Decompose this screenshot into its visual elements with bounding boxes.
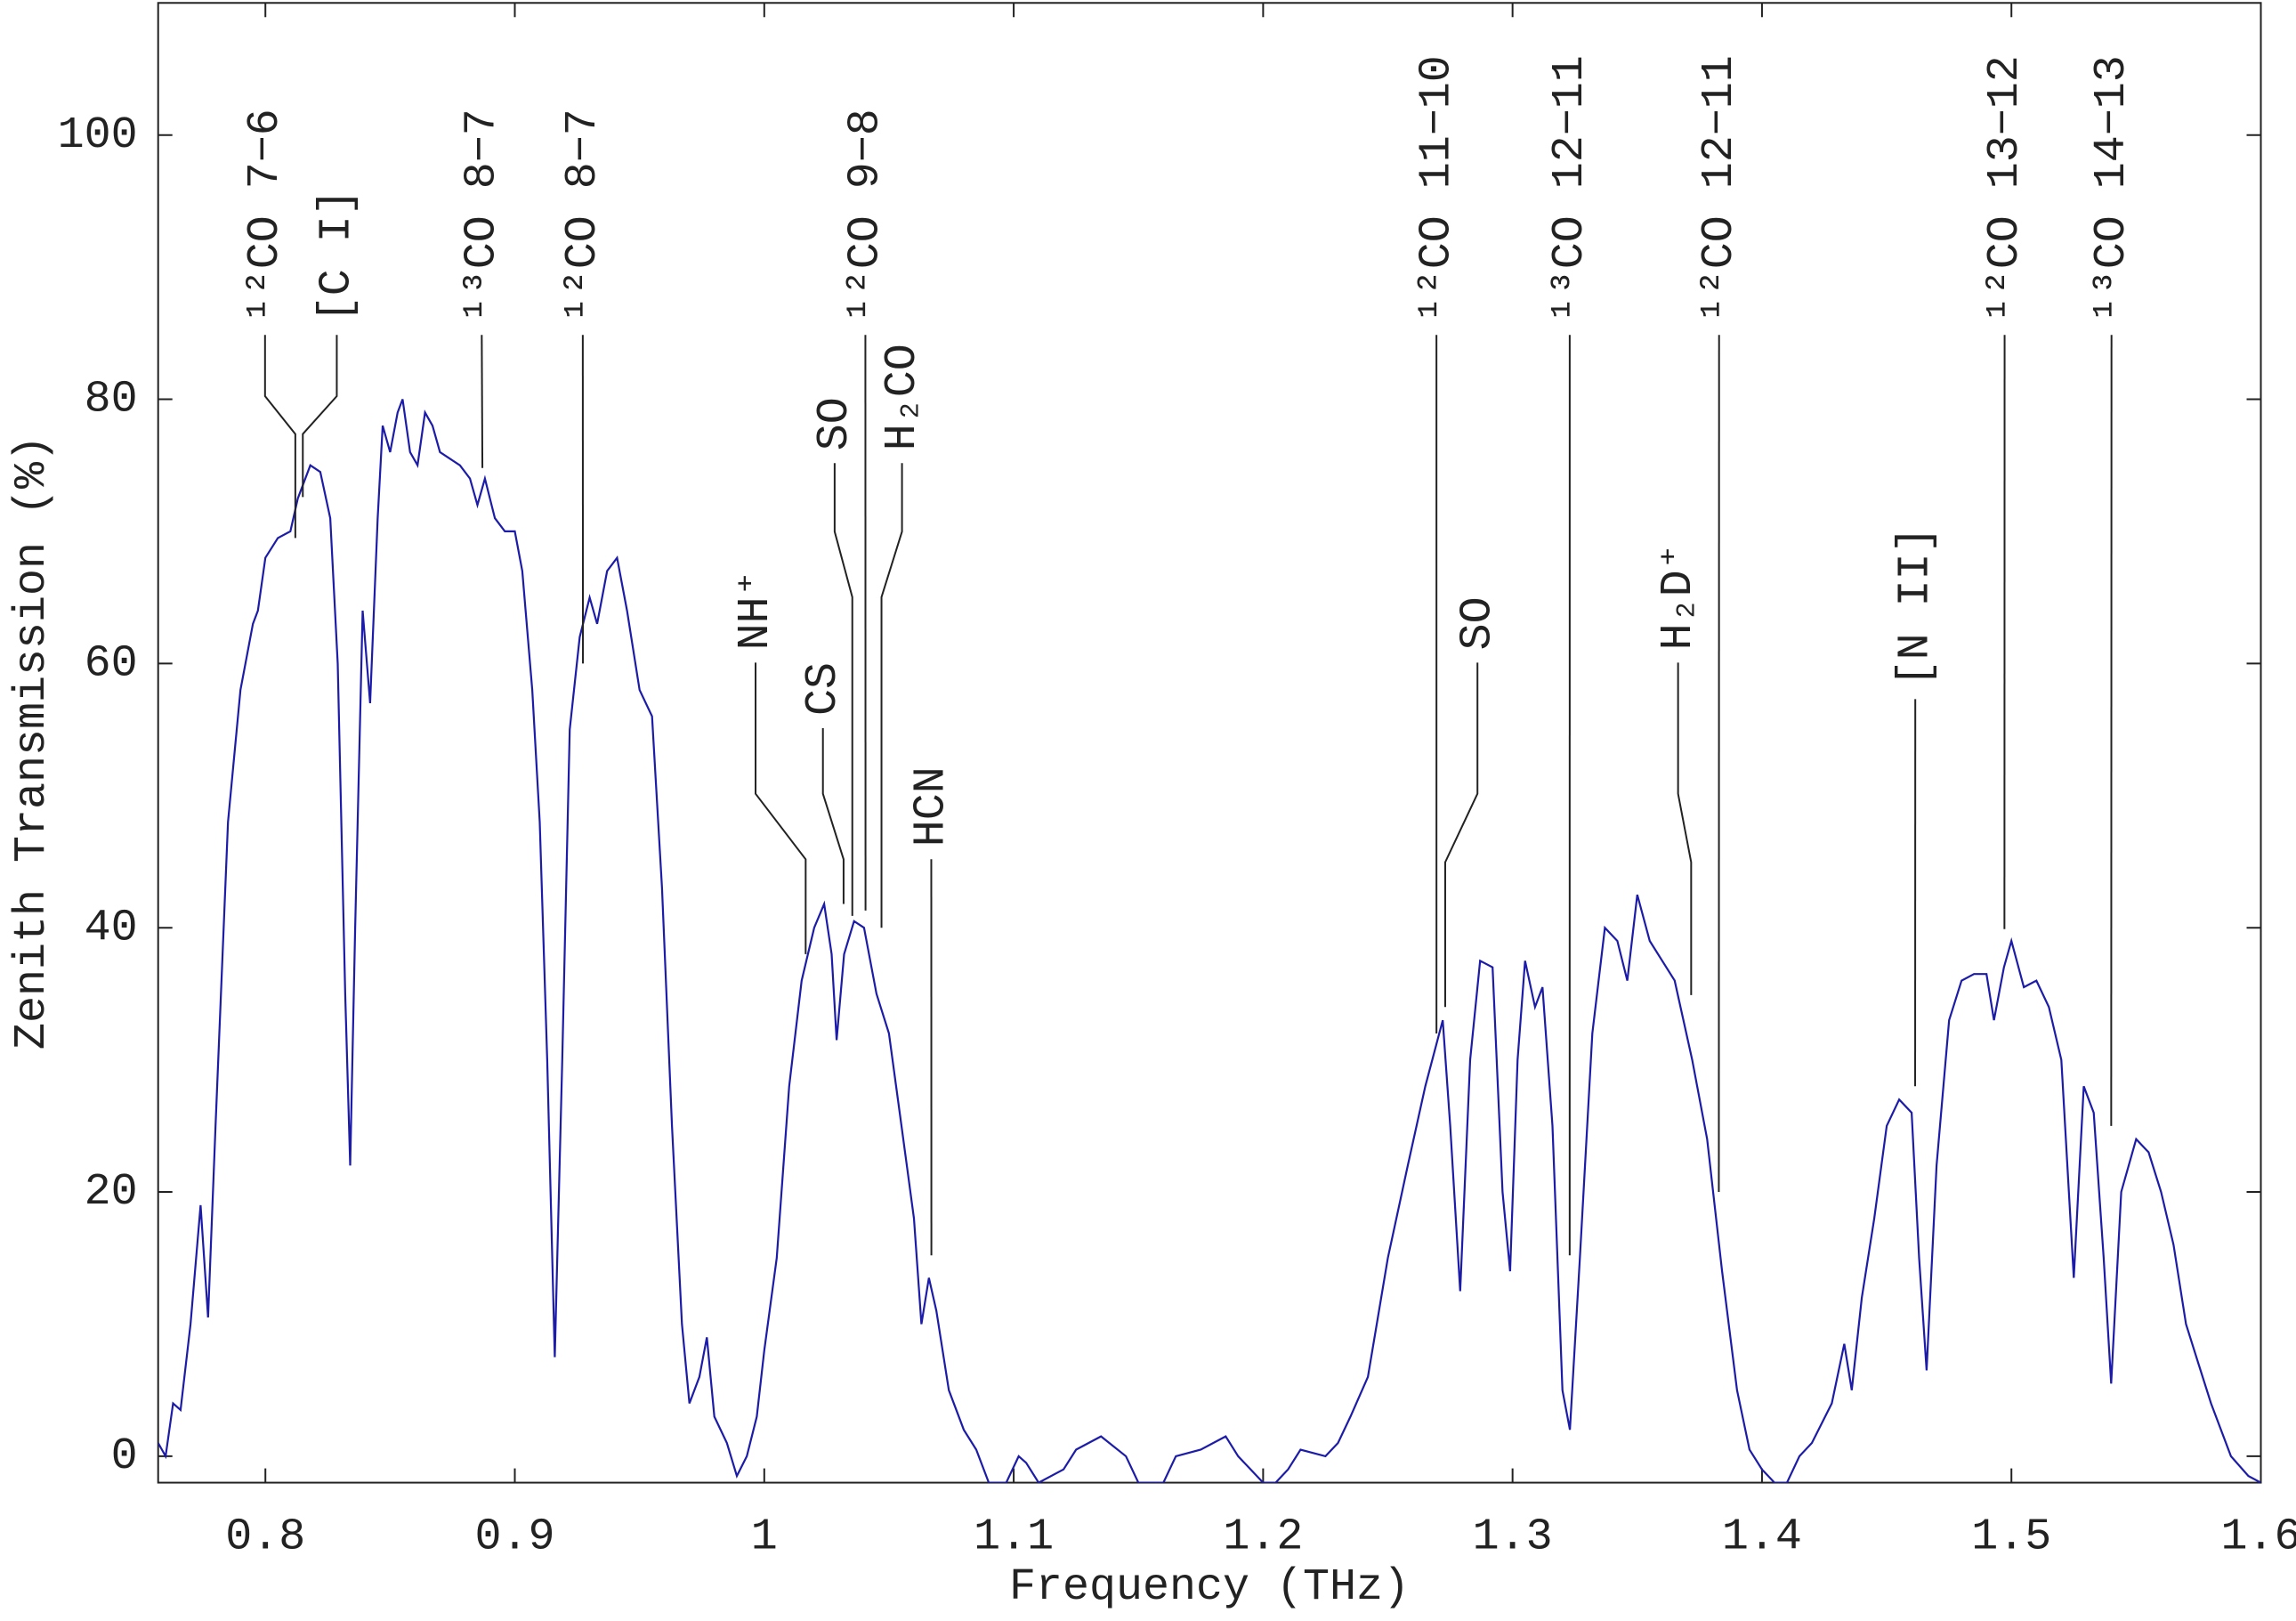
annotation-label: CS <box>798 662 849 716</box>
annotation-label: [N II] <box>1890 526 1941 686</box>
x-tick-label: 1.6 <box>2221 1512 2296 1562</box>
x-tick-label: 1 <box>751 1512 778 1562</box>
annotation-label: ¹²CO 13−12 <box>1980 55 2031 322</box>
annotation-label: H₂D⁺ <box>1653 543 1704 650</box>
y-axis-title: Zenith Transmission (%) <box>7 435 58 1050</box>
annotation-label: ¹³CO 14−13 <box>2087 55 2138 322</box>
x-tick-label: 1.3 <box>1473 1512 1553 1562</box>
annotation-label: [C I] <box>312 189 363 322</box>
annotation-label: ¹²CO 12−11 <box>1694 55 1745 322</box>
y-tick-label: 100 <box>58 110 138 161</box>
annotation-leader <box>821 728 845 904</box>
annotation-label: ¹²CO 8−7 <box>558 109 609 322</box>
annotation-label: NH⁺ <box>731 570 781 650</box>
plot-frame <box>157 2 2262 1484</box>
annotation-label: ¹³CO 8−7 <box>457 109 508 322</box>
y-tick-label: 20 <box>85 1167 138 1218</box>
x-tick-label: 0.9 <box>475 1512 555 1562</box>
x-tick-label: 1.5 <box>1971 1512 2051 1562</box>
annotation-label: ¹³CO 12−11 <box>1545 55 1596 322</box>
y-tick-label: 40 <box>85 903 138 953</box>
annotation-label: SO <box>810 397 861 450</box>
annotation-leader <box>880 463 903 928</box>
x-tick-label: 1.1 <box>974 1512 1054 1562</box>
annotation-leader <box>263 335 296 539</box>
x-tick-label: 0.8 <box>225 1512 305 1562</box>
x-tick-label: 1.2 <box>1223 1512 1303 1562</box>
x-tick-label: 1.4 <box>1722 1512 1802 1562</box>
annotation-label: ¹²CO 11−10 <box>1411 55 1462 322</box>
annotation-label: ¹²CO 9−8 <box>841 109 892 322</box>
annotation-label: H₂CO <box>877 344 928 450</box>
x-axis-title: Frequency (THz) <box>1009 1562 1410 1613</box>
annotation-leader <box>302 335 338 498</box>
spectrum-line <box>158 399 2261 1483</box>
y-tick-label: 60 <box>85 639 138 690</box>
annotation-leader <box>833 463 853 916</box>
y-tick-label: 0 <box>111 1431 138 1482</box>
annotation-label: HCN <box>907 766 958 847</box>
annotation-leader <box>1677 662 1693 995</box>
annotation-leader <box>481 335 484 468</box>
annotation-label: ¹²CO 7−6 <box>240 109 291 322</box>
annotation-leader <box>1443 662 1479 1008</box>
annotation-label: SO <box>1452 596 1503 650</box>
y-tick-label: 80 <box>85 375 138 426</box>
annotation-leader <box>755 662 807 954</box>
